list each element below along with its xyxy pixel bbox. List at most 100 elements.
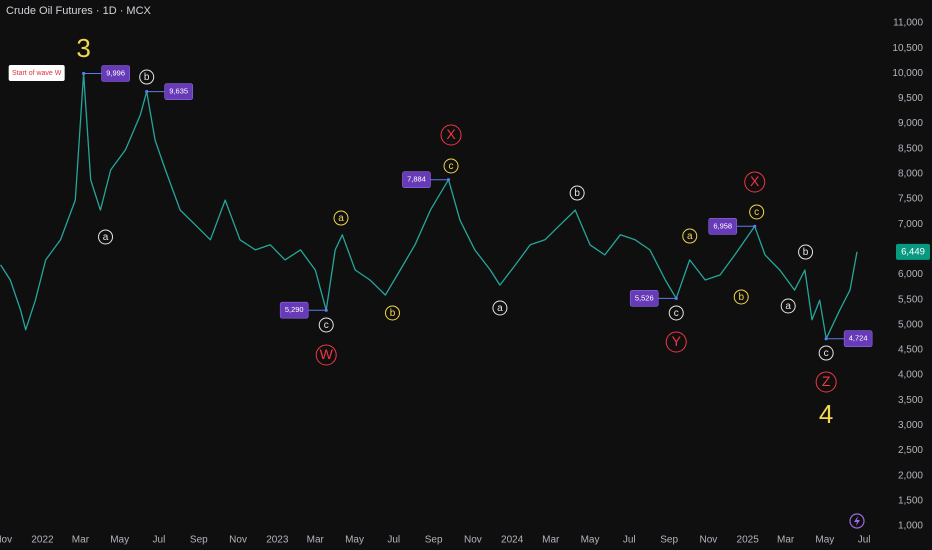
y-tick-label: 11,000	[893, 18, 923, 29]
y-tick-label: 5,000	[898, 319, 923, 330]
y-tick-label: 1,500	[898, 496, 923, 507]
value-label: 4,724	[849, 334, 868, 343]
wave-label: a	[333, 210, 349, 226]
y-tick-label: 5,500	[898, 294, 923, 305]
y-tick-label: 10,000	[892, 68, 923, 79]
price-line	[0, 72, 858, 340]
value-label-box	[843, 330, 873, 347]
x-tick-label: May	[110, 535, 129, 546]
wave-text: Y	[672, 333, 682, 349]
wave-label: X	[744, 171, 766, 193]
value-label-box	[402, 171, 431, 189]
value-point	[446, 178, 451, 182]
wave-circle	[318, 317, 334, 333]
x-tick-label: Mar	[542, 535, 560, 546]
wave-label: b	[733, 289, 749, 305]
wave-degree-label: 3	[76, 33, 90, 63]
wave-text: X	[750, 173, 760, 189]
wave-label: X	[440, 124, 462, 146]
y-tick-label: 2,500	[898, 445, 923, 456]
wave-label: b	[569, 185, 585, 201]
value-label: 7,884	[407, 175, 426, 184]
wave-text: a	[338, 213, 344, 224]
wave-circle	[443, 158, 459, 174]
wave-circle	[98, 229, 114, 245]
y-tick-label: 7,000	[898, 219, 923, 230]
wave-circle	[139, 69, 155, 85]
wave-circle	[780, 298, 796, 314]
x-tick-label: May	[345, 535, 364, 546]
y-tick-label: 4,000	[898, 370, 923, 381]
value-label-box	[708, 218, 738, 235]
value-point	[674, 296, 678, 300]
value-point	[145, 90, 149, 94]
wave-circle	[440, 124, 462, 146]
wave-label: c	[318, 317, 334, 333]
wave-text: X	[446, 126, 456, 142]
x-tick-label: Sep	[660, 535, 678, 546]
lightning-icon[interactable]	[849, 513, 865, 529]
value-label: 5,526	[635, 293, 654, 302]
last-price-label: 6,449	[901, 246, 925, 257]
wave-text: b	[738, 292, 744, 303]
wave-label: Y	[665, 331, 687, 353]
x-tick-label: 2025	[737, 535, 760, 546]
x-tick-label: 2024	[501, 535, 524, 546]
value-label: 6,958	[713, 221, 732, 230]
last-price-tag	[896, 243, 930, 260]
wave-label: c	[443, 158, 459, 174]
value-label: 5,290	[285, 305, 304, 314]
note-text: Start of wave W	[12, 70, 62, 77]
value-label: 9,996	[106, 68, 125, 77]
wave-label: W	[315, 344, 337, 366]
wave-circle	[682, 228, 698, 244]
x-tick-label: May	[581, 535, 600, 546]
x-tick-label: Nov	[464, 535, 482, 546]
y-tick-label: 4,500	[898, 345, 923, 356]
y-tick-label: 2,000	[898, 470, 923, 481]
wave-label: b	[384, 305, 400, 321]
wave-circle	[798, 244, 814, 260]
wave-circle	[815, 371, 837, 393]
wave-text: b	[803, 247, 809, 258]
wave-text: c	[674, 308, 679, 319]
wave-label: c	[668, 305, 684, 321]
wave-text: b	[390, 308, 396, 319]
y-tick-label: 9,500	[898, 93, 923, 104]
wave-circle	[315, 344, 337, 366]
wave-text: a	[497, 303, 503, 314]
wave-label: c	[749, 204, 765, 220]
wave-circle	[744, 171, 766, 193]
wave-circle	[818, 345, 834, 361]
value-point	[82, 71, 86, 76]
x-tick-label: Mar	[307, 535, 325, 546]
note-box	[8, 64, 65, 81]
y-tick-label: 6,000	[898, 269, 923, 280]
wave-label: a	[492, 300, 508, 316]
wave-circle	[749, 204, 765, 220]
wave-circle	[333, 210, 349, 226]
x-tick-label: 2022	[31, 535, 54, 546]
wave-circle	[492, 300, 508, 316]
wave-label: b	[139, 69, 155, 85]
y-tick-label: 3,000	[898, 420, 923, 431]
y-tick-label: 3,500	[898, 395, 923, 406]
value-label-box	[629, 290, 659, 307]
wave-label: c	[818, 345, 834, 361]
x-tick-label: Jul	[623, 535, 636, 546]
value-point	[324, 308, 328, 312]
y-tick-label: 10,500	[892, 43, 923, 54]
value-label-box	[164, 83, 194, 100]
wave-circle	[665, 331, 687, 353]
y-tick-label: 9,000	[898, 118, 923, 129]
wave-text: c	[754, 207, 759, 218]
wave-label: a	[682, 228, 698, 244]
wave-text: b	[144, 72, 150, 83]
value-point	[824, 337, 828, 341]
wave-label: Z	[815, 371, 837, 393]
wave-text: Z	[822, 373, 831, 389]
x-tick-label: May	[815, 535, 834, 546]
value-label-box	[101, 65, 130, 82]
value-point	[753, 224, 757, 228]
